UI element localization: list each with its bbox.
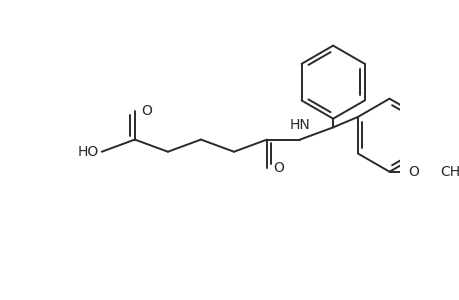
Text: O: O [273, 161, 283, 175]
Text: CH₃: CH₃ [439, 165, 459, 179]
Text: HO: HO [78, 145, 99, 159]
Text: HN: HN [289, 118, 310, 132]
Text: O: O [140, 104, 151, 118]
Text: O: O [408, 165, 419, 179]
